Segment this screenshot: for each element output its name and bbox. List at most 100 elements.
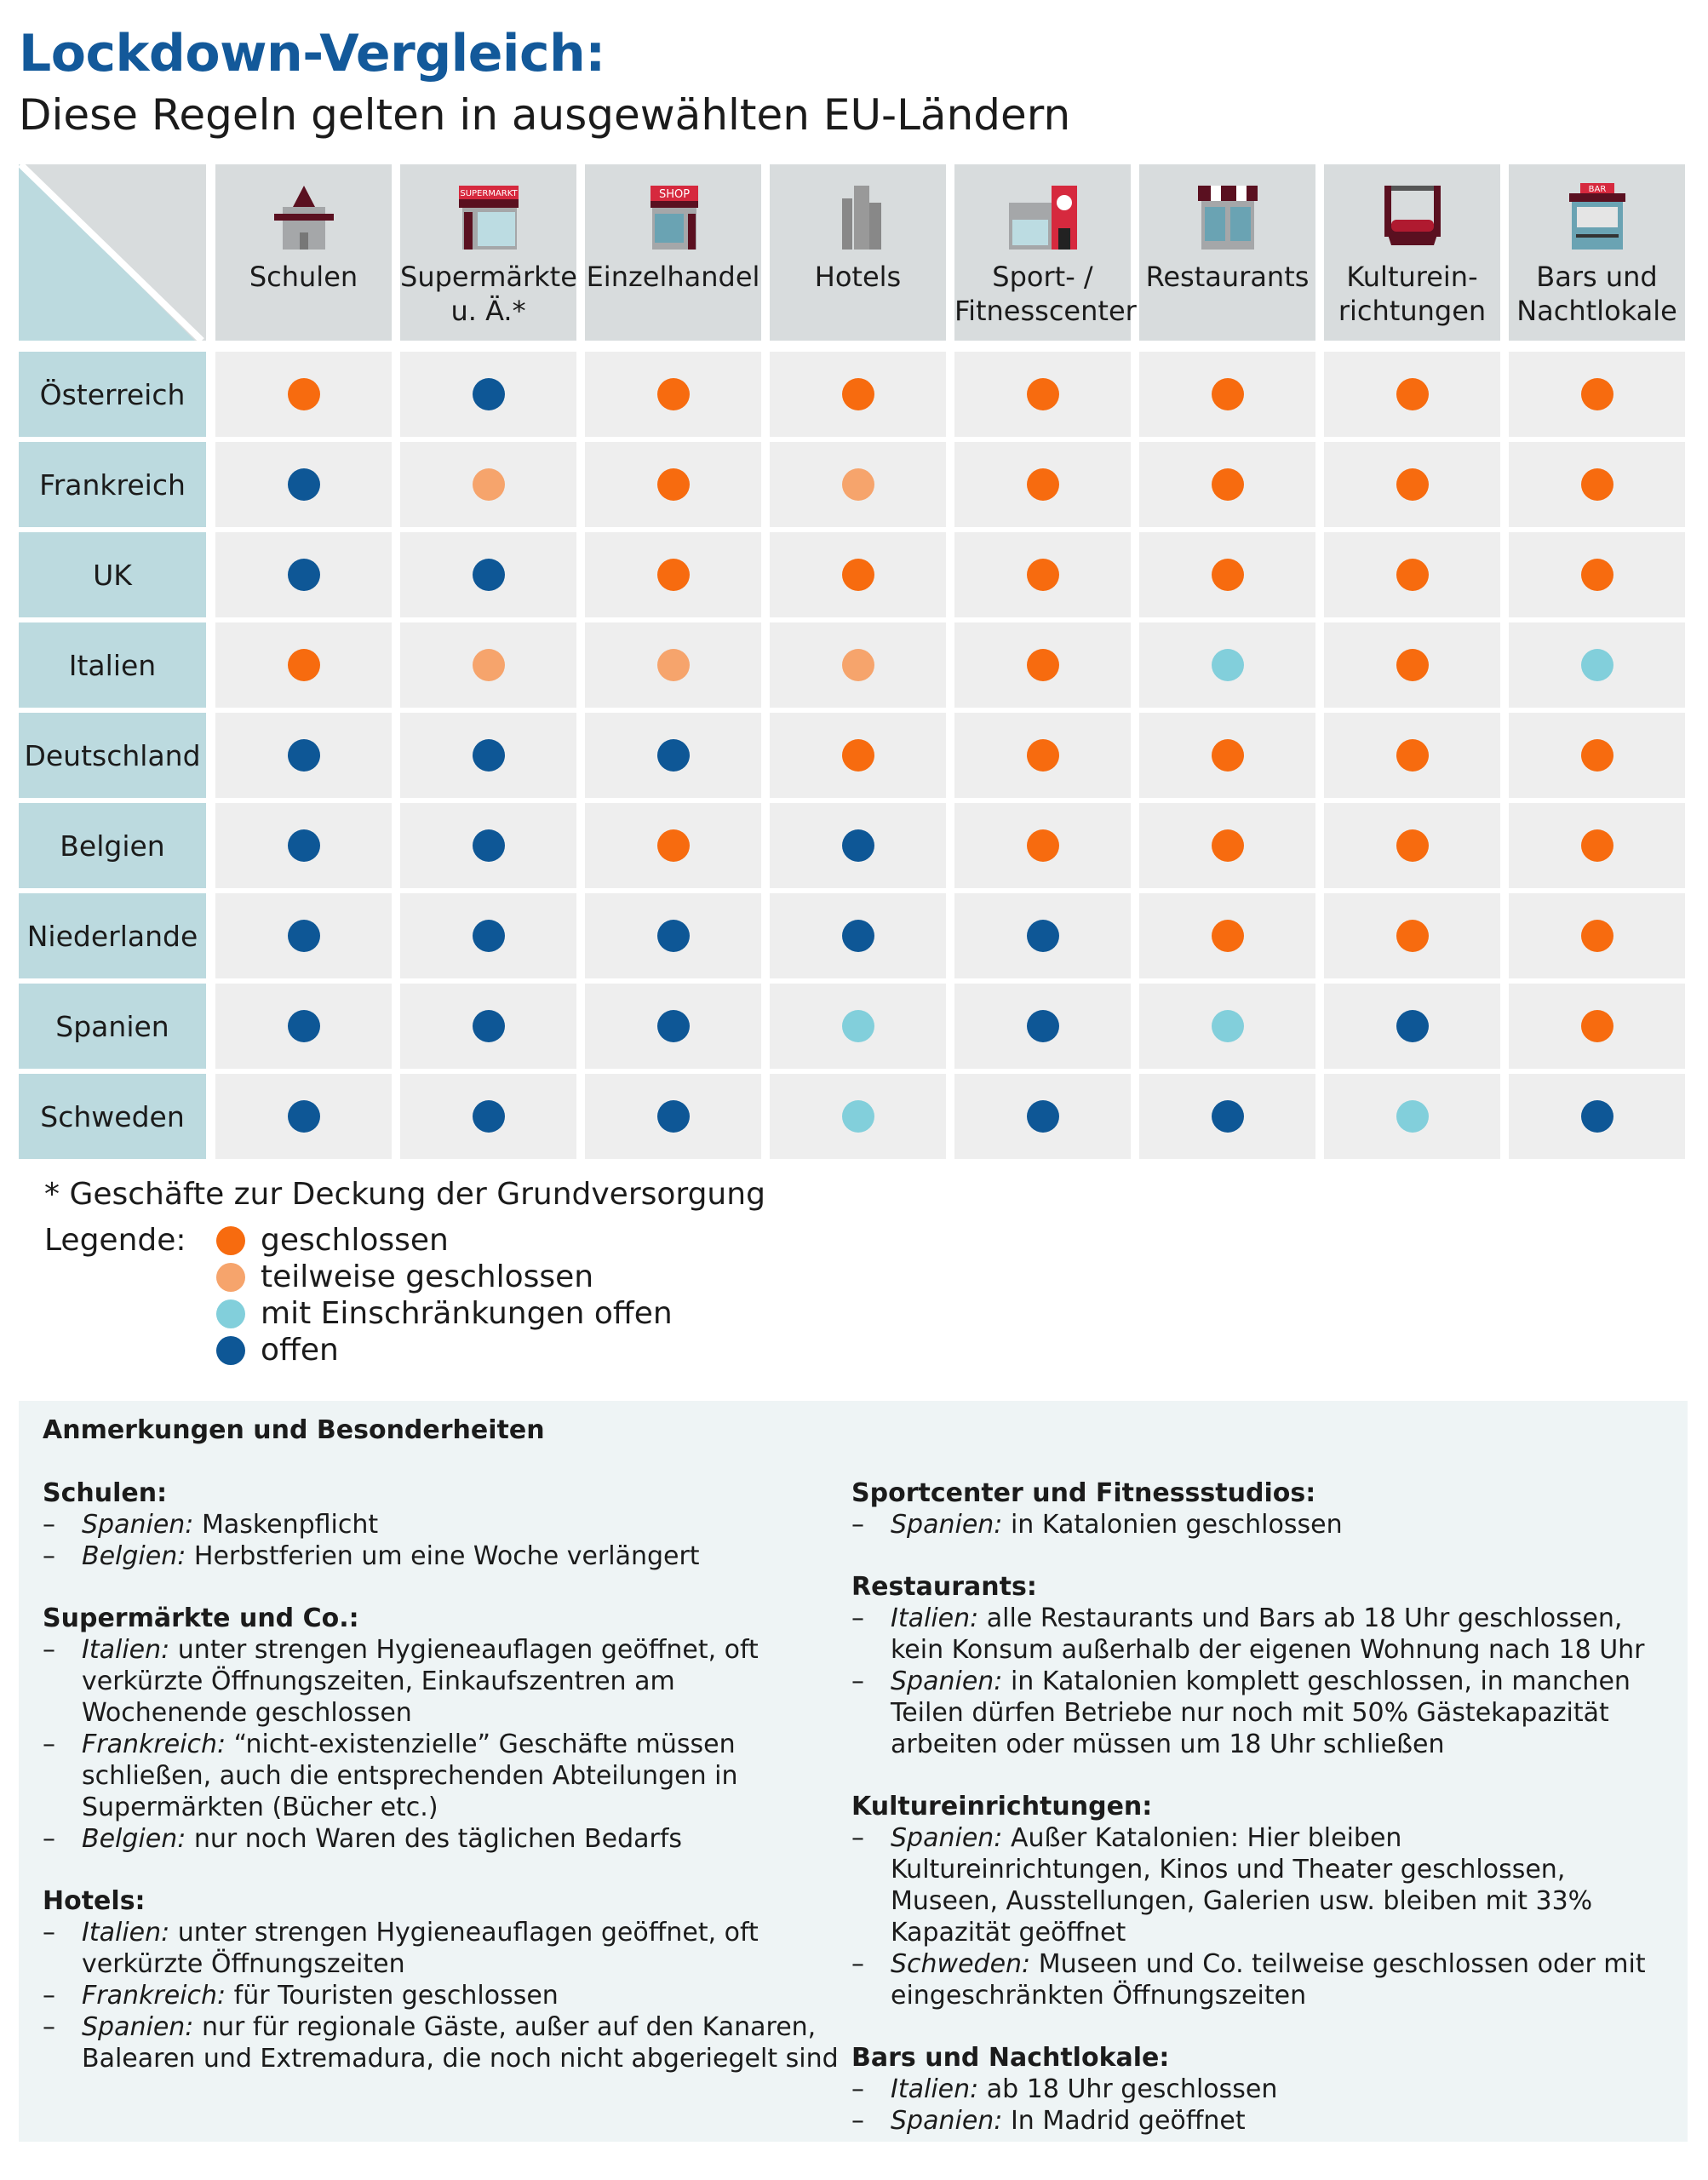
- note-text: Spanien: in Katalonien geschlossen: [891, 1509, 1343, 1540]
- table-cell: [1139, 893, 1315, 978]
- legend-item: teilweise geschlossen: [216, 1259, 593, 1294]
- note-country: Spanien:: [891, 1667, 1003, 1696]
- note-text: Spanien: Außer Katalonien: Hier bleiben …: [891, 1822, 1669, 1948]
- table-cell: [954, 352, 1131, 437]
- note-detail: Maskenpflicht: [193, 1510, 379, 1540]
- note-text: Belgien: Herbstferien um eine Woche verl…: [82, 1540, 700, 1572]
- status-dot-geschlossen: [656, 378, 690, 410]
- status-dot-offen: [656, 920, 690, 952]
- note-detail: Herbstferien um eine Woche verlängert: [186, 1541, 700, 1571]
- status-dot-geschlossen: [1580, 829, 1613, 862]
- status-dot-offen: [656, 1100, 690, 1133]
- note-section-title: Supermärkte und Co.:: [43, 1603, 359, 1633]
- note-item: – Spanien: In Madrid geöffnet: [851, 2105, 1669, 2137]
- status-dot-geschlossen: [656, 829, 690, 862]
- note-section: Sportcenter und Fitnessstudios: – Spanien:…: [851, 1477, 1669, 1540]
- status-dot-geschlossen: [656, 559, 690, 591]
- notes-left-column: Schulen: – Spanien: Maskenpflicht – Belgien:…: [43, 1477, 843, 2105]
- note-country: Schweden:: [891, 1949, 1031, 1979]
- column-label: Bars und Nachtlokale: [1516, 261, 1677, 327]
- note-item: – Schweden: Museen und Co. teilweise gesc…: [851, 1948, 1669, 2011]
- legend-item: offen: [216, 1333, 339, 1368]
- status-dot-offen: [1580, 1100, 1613, 1133]
- bar-icon: BAR: [1509, 181, 1685, 250]
- status-dot-geschlossen: [1211, 468, 1244, 501]
- table-cell: [585, 893, 761, 978]
- note-text: Belgien: nur noch Waren des täglichen Be…: [82, 1823, 682, 1855]
- supermarket-icon: SUPERMARKT: [400, 181, 576, 250]
- note-item: – Spanien: in Katalonien komplett geschlo…: [851, 1666, 1669, 1760]
- status-dot-offen: [287, 1100, 320, 1133]
- table-cell: [1324, 532, 1500, 617]
- table-cell: [1509, 803, 1685, 888]
- status-dot-eingeschraenkt: [1211, 1010, 1244, 1042]
- svg-text:BAR: BAR: [1588, 185, 1606, 194]
- status-dot-geschlossen: [1211, 920, 1244, 952]
- status-dot-offen: [287, 468, 320, 501]
- status-dot-eingeschraenkt: [1211, 649, 1244, 681]
- note-detail: alle Restaurants und Bars ab 18 Uhr gesc…: [891, 1603, 1645, 1665]
- status-dot-offen: [1211, 1100, 1244, 1133]
- status-dot-geschlossen: [1026, 468, 1059, 501]
- status-dot-geschlossen: [841, 378, 874, 410]
- status-dot-teilweise: [656, 649, 690, 681]
- status-dot-geschlossen: [1396, 468, 1429, 501]
- note-detail: In Madrid geöffnet: [1002, 2106, 1246, 2136]
- status-dot-offen: [472, 829, 505, 862]
- note-item: – Frankreich: für Touristen geschlossen: [43, 1980, 843, 2011]
- table-cell: [215, 1074, 392, 1159]
- status-dot-offen: [656, 739, 690, 772]
- status-dot-geschlossen: [1396, 649, 1429, 681]
- status-dot-offen: [1026, 920, 1059, 952]
- note-text: Spanien: In Madrid geöffnet: [891, 2105, 1246, 2137]
- table-cell: [770, 352, 946, 437]
- table-cell: [770, 532, 946, 617]
- legend-dot-geschlossen: [216, 1225, 245, 1255]
- theater-icon: [1324, 181, 1500, 250]
- status-dot-offen: [472, 559, 505, 591]
- table-cell: [1324, 442, 1500, 527]
- status-dot-geschlossen: [1396, 920, 1429, 952]
- status-dot-offen: [841, 920, 874, 952]
- dash: –: [851, 1667, 864, 1696]
- note-detail: unter strengen Hygieneauflagen geöffnet,…: [82, 1635, 759, 1728]
- column-label: Sport- / Fitnesscenter: [954, 261, 1137, 327]
- legend-text: geschlossen: [261, 1223, 449, 1258]
- svg-text:SHOP: SHOP: [658, 188, 689, 201]
- note-country: Italien:: [82, 1635, 170, 1665]
- row-header-country: Niederlande: [19, 893, 206, 978]
- legend-text: teilweise geschlossen: [261, 1259, 594, 1294]
- legend-item: mit Einschränkungen offen: [216, 1296, 673, 1331]
- note-item: – Belgien: Herbstferien um eine Woche ver…: [43, 1540, 843, 1572]
- note-country: Belgien:: [82, 1824, 186, 1854]
- shop-icon: SHOP: [585, 181, 761, 250]
- table-cell: [954, 442, 1131, 527]
- note-detail: unter strengen Hygieneauflagen geöffnet,…: [82, 1918, 759, 1979]
- notes-box: Anmerkungen und Besonderheiten Schulen: –…: [19, 1401, 1688, 2142]
- dash: –: [851, 1510, 864, 1540]
- note-text: Italien: alle Restaurants und Bars ab 18…: [891, 1603, 1669, 1666]
- note-country: Frankreich:: [82, 1730, 226, 1759]
- dash: –: [43, 1510, 55, 1540]
- status-dot-geschlossen: [1026, 829, 1059, 862]
- status-dot-offen: [472, 1100, 505, 1133]
- note-detail: nur noch Waren des täglichen Bedarfs: [186, 1824, 683, 1854]
- table-cell: [400, 893, 576, 978]
- note-country: Belgien:: [82, 1541, 186, 1571]
- table-cell: [1509, 352, 1685, 437]
- status-dot-geschlossen: [1396, 378, 1429, 410]
- legend-text: offen: [261, 1333, 339, 1368]
- dash: –: [43, 1541, 55, 1571]
- dash: –: [43, 1981, 55, 2011]
- dash: –: [851, 2074, 864, 2104]
- note-item: – Spanien: nur für regionale Gäste, außer…: [43, 2011, 843, 2074]
- table-cell: [215, 352, 392, 437]
- note-section: Kultureinrichtungen: – Spanien: Außer Kata…: [851, 1791, 1669, 2011]
- note-detail: ab 18 Uhr geschlossen: [978, 2074, 1278, 2104]
- row-header-country: Schweden: [19, 1074, 206, 1159]
- status-dot-offen: [656, 1010, 690, 1042]
- status-dot-offen: [287, 829, 320, 862]
- note-text: Italien: unter strengen Hygieneauflagen …: [82, 1634, 843, 1729]
- table-cell: [954, 984, 1131, 1069]
- note-item: – Italien: ab 18 Uhr geschlossen: [851, 2074, 1669, 2105]
